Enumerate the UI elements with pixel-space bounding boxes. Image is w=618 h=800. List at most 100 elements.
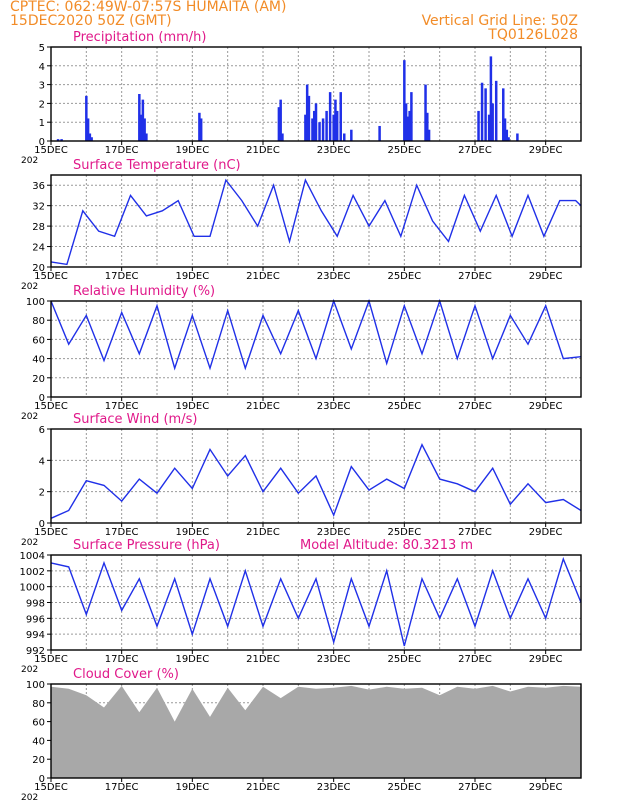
y-tick-label: 0 — [39, 519, 45, 530]
panel-temperature: 20 24 28 32 36 15DEC 17DEC 19DEC 21DEC 23DEC 25DEC… — [21, 158, 582, 292]
precip-bar — [311, 118, 314, 141]
precip-bar — [305, 84, 309, 141]
precip-bar — [60, 139, 63, 141]
x-tick-label: 27DEC — [458, 654, 492, 665]
x-tick-label: 19DEC — [175, 527, 209, 538]
humidity-line — [50, 298, 582, 371]
y-tick-label: 6 — [39, 425, 45, 436]
y-tick-label: 100 — [26, 680, 45, 691]
panel-title: Surface Temperature (nC) — [73, 158, 241, 173]
precip-bar — [410, 92, 413, 141]
precip-bar — [90, 137, 93, 141]
panel-precipitation: 0 1 2 3 4 5 15DEC 17DEC 19DEC 21DEC 23DEC 25DEC 27DE… — [21, 30, 582, 166]
precip-bar — [480, 82, 484, 141]
panel-subtitle: Model Altitude: 80.3213 m — [300, 538, 473, 553]
precip-bar — [277, 107, 281, 141]
header-datetime: 15DEC2020 50Z (GMT) — [10, 13, 172, 29]
precip-bar — [307, 95, 311, 141]
precip-bar — [85, 95, 88, 141]
x-tick-label: 25DEC — [387, 527, 421, 538]
precip-bar — [404, 103, 408, 141]
precip-bar — [424, 84, 427, 141]
precip-bar — [139, 114, 143, 141]
x-tick-label: 21DEC — [246, 145, 280, 156]
x-tick-label: 27DEC — [458, 401, 492, 412]
y-tick-label: 1 — [39, 118, 45, 129]
y-tick-label: 4 — [39, 456, 45, 467]
precip-bar — [314, 103, 318, 141]
cloud-area — [51, 685, 581, 778]
precip-bar — [138, 94, 141, 141]
x-tick-label: 19DEC — [175, 145, 209, 156]
precip-bar — [502, 88, 505, 141]
panel-title: Cloud Cover (%) — [73, 667, 179, 682]
wind-line — [50, 443, 582, 519]
header-code: TQ0126L028 — [488, 27, 578, 43]
panel-title: Relative Humidity (%) — [73, 284, 215, 299]
precip-bar — [321, 118, 325, 141]
x-tick-label: 27DEC — [458, 271, 492, 282]
precip-bar — [503, 118, 507, 141]
x-tick-label: 27DEC — [458, 527, 492, 538]
x-tick-label: 17DEC — [105, 654, 139, 665]
x-tick-label: 17DEC — [105, 145, 139, 156]
x-tick-label: 27DEC — [458, 145, 492, 156]
y-tick-label: 32 — [32, 202, 45, 213]
x-year-label: 202 — [21, 665, 38, 675]
precip-bar — [339, 92, 342, 141]
x-tick-label: 25DEC — [387, 654, 421, 665]
x-tick-label: 15DEC — [34, 401, 68, 412]
x-tick-label: 19DEC — [175, 782, 209, 793]
precip-bar — [325, 110, 328, 141]
precip-bar — [350, 129, 353, 141]
y-tick-label: 20 — [32, 755, 45, 766]
panel-title: Surface Wind (m/s) — [73, 412, 197, 427]
x-tick-label: 29DEC — [529, 401, 563, 412]
panel-frame — [50, 300, 582, 398]
precip-bar — [426, 112, 429, 141]
y-tick-label: 996 — [26, 614, 45, 625]
x-tick-label: 23DEC — [317, 401, 351, 412]
x-tick-label: 21DEC — [246, 527, 280, 538]
x-tick-label: 19DEC — [175, 271, 209, 282]
panel-cloud: 0 20 40 60 80 100 15DEC 17DEC 19DEC 21DEC 23DEC 25D… — [21, 667, 582, 800]
x-tick-label: 15DEC — [34, 782, 68, 793]
precip-bar — [406, 116, 410, 141]
precip-bar — [86, 118, 90, 141]
x-tick-label: 21DEC — [246, 401, 280, 412]
panel-frame — [50, 46, 582, 142]
panel-frame — [50, 174, 582, 268]
precip-bar — [484, 88, 487, 141]
x-tick-label: 17DEC — [105, 782, 139, 793]
x-tick-label: 23DEC — [317, 527, 351, 538]
precip-bar — [88, 133, 92, 141]
x-year-label: 202 — [21, 156, 38, 166]
y-tick-label: 0 — [39, 393, 45, 404]
precip-bar — [516, 133, 519, 141]
x-tick-label: 29DEC — [529, 145, 563, 156]
precip-bar — [281, 133, 284, 141]
panel-pressure: 992 994 996 998 1000 1002 1004 15DEC 17DEC 19DEC 2… — [20, 538, 582, 675]
x-tick-label: 17DEC — [105, 271, 139, 282]
y-tick-label: 0 — [39, 137, 45, 148]
y-tick-label: 0 — [39, 774, 45, 785]
precip-bar — [141, 99, 145, 141]
y-tick-label: 20 — [32, 374, 45, 385]
y-tick-label: 1004 — [20, 551, 45, 562]
x-year-label: 202 — [21, 538, 38, 548]
y-tick-label: 36 — [32, 181, 45, 192]
x-tick-label: 29DEC — [529, 527, 563, 538]
x-tick-label: 25DEC — [387, 145, 421, 156]
y-tick-label: 20 — [32, 263, 45, 274]
y-tick-label: 2 — [39, 99, 45, 110]
x-tick-label: 29DEC — [529, 782, 563, 793]
precip-bar — [279, 99, 282, 141]
precip-bar — [427, 129, 431, 141]
x-tick-label: 17DEC — [105, 527, 139, 538]
x-tick-label: 19DEC — [175, 654, 209, 665]
precip-bar — [143, 118, 146, 141]
precip-bar — [332, 114, 335, 141]
precip-bar — [318, 122, 321, 141]
precip-bar — [477, 110, 480, 141]
